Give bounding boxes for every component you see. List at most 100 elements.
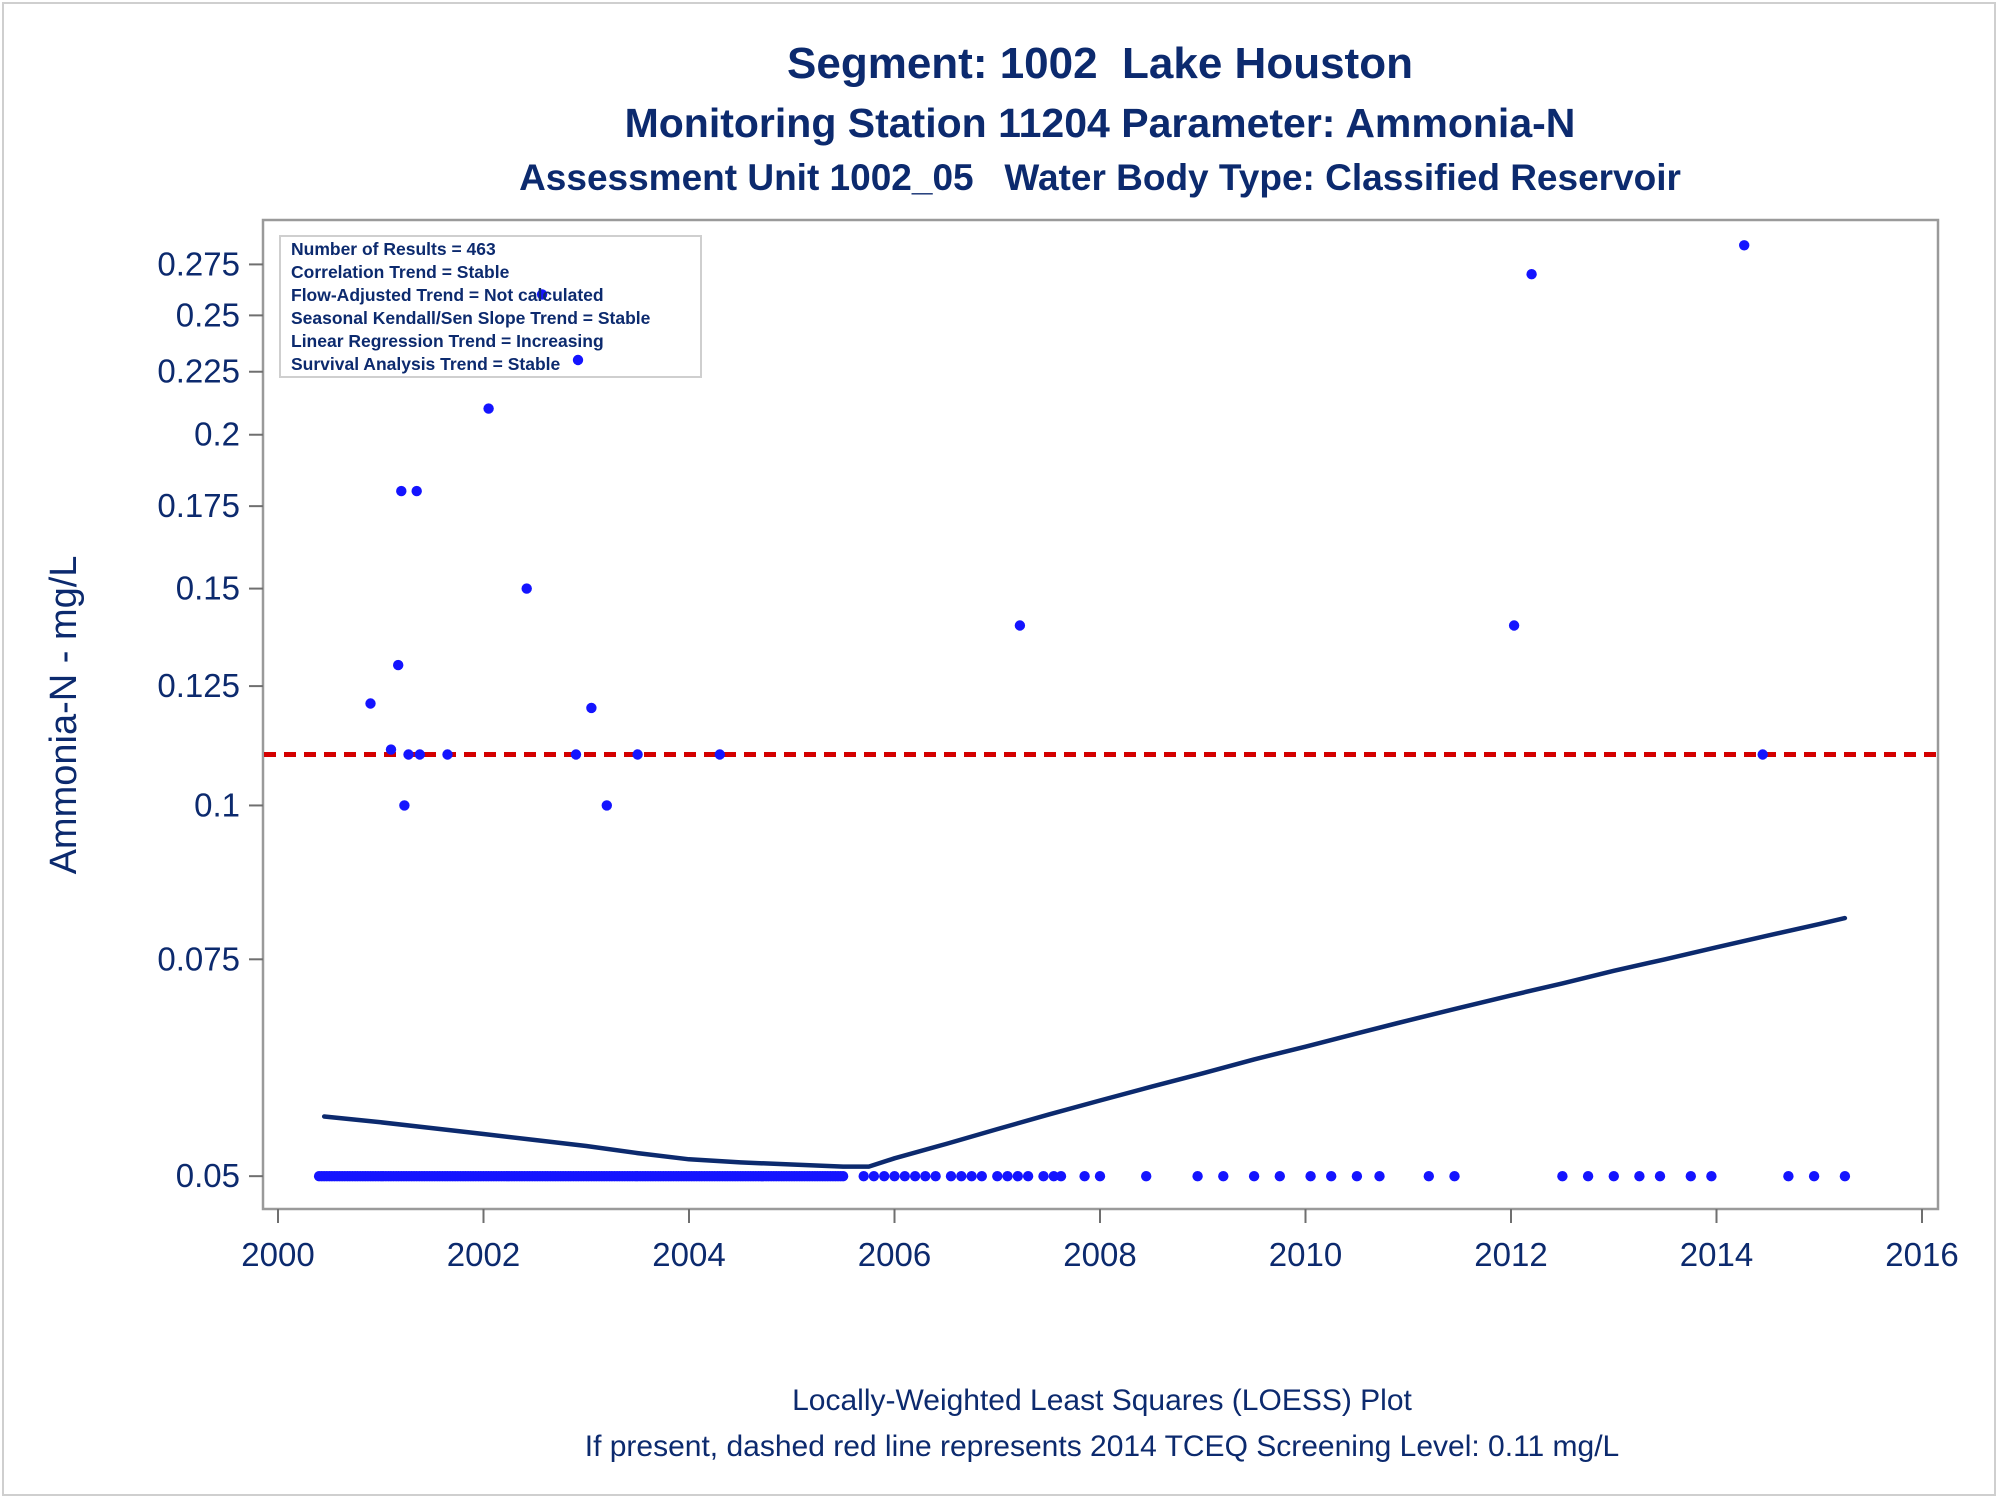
chart-title: Segment: 1002 Lake Houston: [787, 39, 1413, 88]
x-tick-label: 2010: [1269, 1236, 1342, 1273]
footnote-screening-level: If present, dashed red line represents 2…: [585, 1430, 1620, 1463]
data-point: [1706, 1171, 1717, 1182]
data-point: [945, 1171, 957, 1182]
x-tick-label: 2008: [1063, 1236, 1136, 1273]
data-point: [1014, 620, 1026, 631]
data-point: [714, 749, 725, 760]
data-point: [399, 800, 410, 811]
data-point: [483, 403, 494, 414]
y-tick-label: 0.1: [194, 786, 240, 823]
x-tick-label: 2006: [858, 1236, 931, 1273]
data-point: [1374, 1171, 1385, 1182]
data-point: [1305, 1171, 1316, 1182]
stats-line-survival: Survival Analysis Trend = Stable: [291, 354, 561, 374]
y-tick-label: 0.05: [176, 1157, 240, 1194]
data-point: [909, 1171, 921, 1182]
points-layer: [313, 240, 1851, 1182]
chart-subtitle-2: Assessment Unit 1002_05 Water Body Type:…: [519, 157, 1681, 198]
data-point: [879, 1171, 890, 1182]
stats-line-correlation: Correlation Trend = Stable: [291, 262, 510, 282]
data-point: [411, 485, 422, 497]
x-axis: 2000 2002 2004 2006 2008 2010 2012 2014 2016: [241, 1209, 1959, 1273]
stats-box: Number of Results = 463 Correlation Tren…: [279, 235, 702, 378]
data-point: [1526, 269, 1537, 280]
data-point: [403, 749, 414, 760]
data-point: [365, 698, 376, 709]
data-point: [1608, 1171, 1620, 1182]
x-tick-label: 2012: [1474, 1236, 1547, 1273]
data-point: [1002, 1171, 1013, 1182]
data-point: [570, 749, 582, 760]
y-tick-label: 0.175: [157, 487, 240, 524]
stats-line-linear-regression: Linear Regression Trend = Increasing: [291, 331, 604, 351]
data-point: [1012, 1171, 1023, 1182]
data-point: [1449, 1171, 1460, 1182]
data-point: [1055, 1171, 1067, 1182]
data-point: [1654, 1171, 1666, 1182]
data-point: [837, 1171, 849, 1182]
data-point: [521, 583, 532, 594]
data-point: [1248, 1171, 1260, 1182]
data-point: [1218, 1171, 1229, 1182]
stats-line-seasonal-kendall: Seasonal Kendall/Sen Slope Trend = Stabl…: [291, 308, 651, 328]
y-tick-label: 0.2: [194, 416, 240, 453]
data-point: [930, 1171, 941, 1182]
data-point: [396, 485, 407, 497]
x-tick-label: 2004: [652, 1236, 725, 1273]
data-point: [1048, 1171, 1060, 1182]
data-point: [1757, 749, 1768, 760]
stats-line-flow-adjusted: Flow-Adjusted Trend = Not calculated: [291, 285, 604, 305]
data-point: [1739, 240, 1750, 251]
data-point: [1038, 1171, 1049, 1182]
data-point: [1508, 620, 1520, 631]
data-point: [868, 1171, 880, 1182]
stats-line-results: Number of Results = 463: [291, 239, 496, 259]
y-tick-label: 0.075: [157, 940, 240, 977]
data-point: [1808, 1171, 1820, 1182]
data-point: [992, 1171, 1003, 1182]
data-point: [899, 1171, 910, 1182]
data-point: [858, 1171, 869, 1182]
data-point: [1685, 1171, 1697, 1182]
y-tick-label: 0.25: [176, 296, 240, 333]
data-point: [1192, 1171, 1203, 1182]
data-point: [414, 749, 425, 760]
data-point: [632, 749, 643, 760]
data-point: [1079, 1171, 1090, 1182]
data-point: [1783, 1171, 1794, 1182]
data-point: [572, 354, 584, 366]
x-tick-label: 2000: [241, 1236, 314, 1273]
y-tick-label: 0.125: [157, 667, 240, 704]
data-point: [385, 744, 397, 755]
y-tick-label: 0.15: [176, 570, 240, 607]
y-tick-label: 0.225: [157, 353, 240, 390]
data-point: [966, 1171, 977, 1182]
x-tick-label: 2016: [1885, 1236, 1958, 1273]
data-point: [1582, 1171, 1594, 1182]
data-point: [920, 1171, 931, 1182]
data-point: [956, 1171, 967, 1182]
data-point: [601, 800, 612, 811]
data-point: [1351, 1171, 1363, 1182]
footnote-loess: Locally-Weighted Least Squares (LOESS) P…: [792, 1384, 1412, 1417]
y-tick-label: 0.275: [157, 245, 240, 282]
data-point: [536, 289, 548, 300]
data-point: [393, 659, 404, 671]
data-point: [1022, 1171, 1034, 1182]
data-point: [1634, 1171, 1645, 1182]
x-tick-label: 2002: [447, 1236, 520, 1273]
data-point: [586, 702, 597, 714]
data-point: [1557, 1171, 1568, 1182]
data-point: [889, 1171, 900, 1182]
y-axis-label: Ammonia-N - mg/L: [43, 556, 85, 875]
loess-curve: [321, 915, 1848, 1169]
data-point: [1141, 1171, 1152, 1182]
y-axis: 0.05 0.075 0.1 0.125 0.15 0.175 0.2 0.225 0.25 0.…: [157, 245, 263, 1194]
data-point: [976, 1171, 987, 1182]
loess-layer: [321, 915, 1848, 1169]
data-point: [1274, 1171, 1286, 1182]
data-point: [1326, 1171, 1337, 1182]
data-point: [1839, 1171, 1851, 1182]
